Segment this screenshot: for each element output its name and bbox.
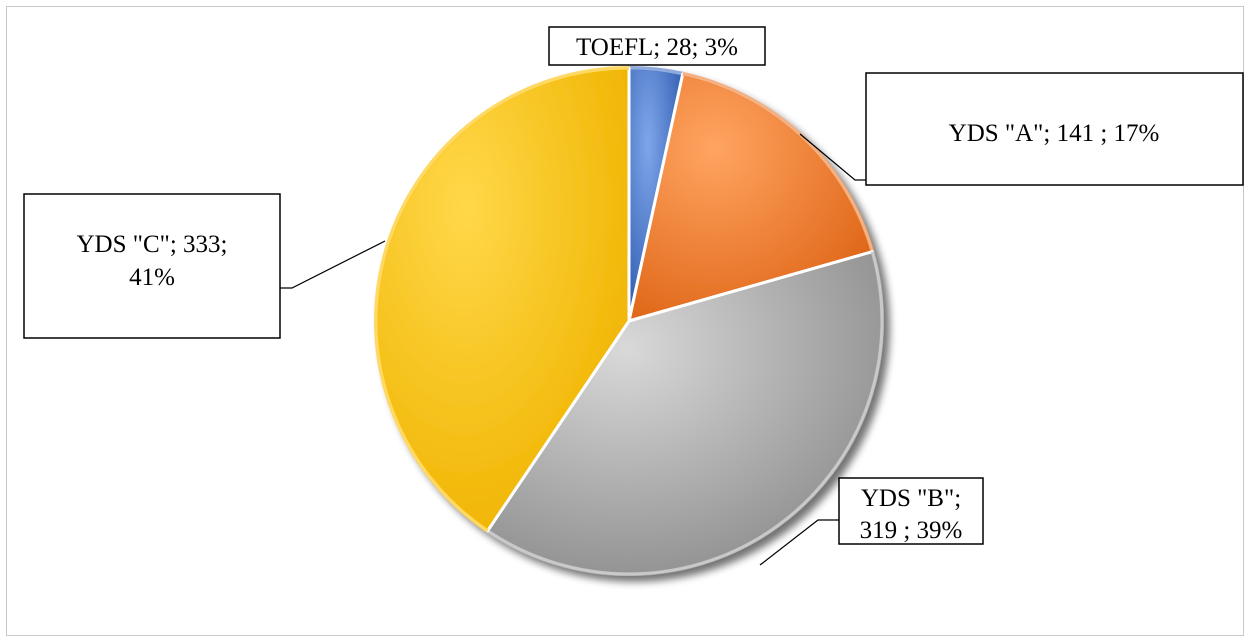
- slice-yds-c-edge: [374, 66, 630, 533]
- data-label-yds-b-box: [838, 477, 984, 545]
- data-label-yds-a: YDS "A"; 141 ; 17%: [865, 72, 1244, 186]
- leader-line-yds-a: [799, 133, 866, 181]
- data-label-toefl-text: TOEFL; 28; 3%: [576, 34, 738, 61]
- data-label-yds-b-text: 319 ; 39%: [860, 517, 963, 544]
- slice-toefl-edge: [628, 66, 684, 76]
- data-label-yds-b-text: YDS "B";: [861, 485, 961, 512]
- data-label-yds-c: YDS "C"; 333; 41%: [23, 193, 281, 339]
- data-label-toefl-box: [548, 26, 766, 66]
- data-label-yds-c-box: [23, 193, 281, 339]
- data-label-yds-a-text: YDS "A"; 141 ; 17%: [949, 120, 1160, 147]
- data-label-yds-a-box: [865, 72, 1244, 186]
- data-label-yds-c-text: YDS "C"; 333;: [77, 231, 228, 258]
- slice-yds-a-edge: [682, 71, 875, 253]
- leader-line-yds-c: [280, 240, 386, 289]
- slice-yds-b-edge: [486, 251, 884, 576]
- data-label-yds-c-text: 41%: [129, 264, 175, 291]
- data-label-toefl: TOEFL; 28; 3%: [548, 26, 766, 66]
- data-label-yds-b: YDS "B"; 319 ; 39%: [838, 477, 984, 545]
- leader-line-yds-b: [759, 519, 839, 566]
